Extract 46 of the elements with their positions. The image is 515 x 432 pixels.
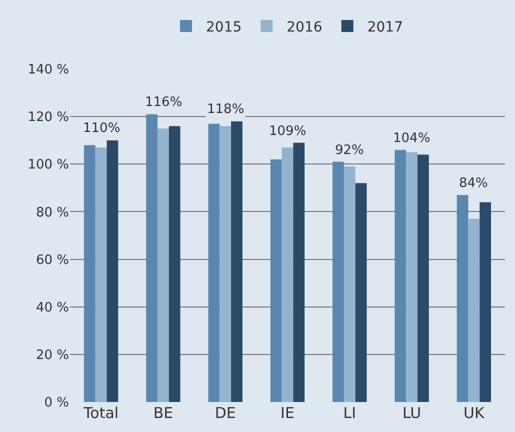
x-tick-label: BE — [153, 404, 174, 422]
y-tick-label: 140 % — [28, 62, 69, 78]
bar — [168, 126, 180, 402]
y-tick-label: 40 % — [36, 300, 69, 316]
y-tick-label: 0 % — [44, 396, 69, 411]
legend-label: 2015 — [206, 19, 242, 36]
bar — [220, 126, 232, 402]
x-tick-label: IE — [280, 404, 294, 422]
legend-label: 2017 — [367, 19, 404, 36]
data-label: 84% — [459, 176, 488, 191]
legend-label: 2016 — [286, 19, 322, 36]
bar — [95, 147, 107, 402]
data-label: 116% — [145, 95, 182, 110]
x-tick-label: UK — [464, 404, 486, 422]
y-tick-label: 80 % — [36, 205, 69, 220]
bar — [417, 154, 429, 402]
data-label: 92% — [335, 143, 364, 158]
bar — [406, 152, 418, 402]
data-label: 118% — [207, 102, 244, 117]
x-tick-label: LI — [343, 404, 356, 422]
bar — [355, 183, 367, 402]
bar — [344, 166, 356, 402]
y-tick-label: 60 % — [36, 252, 69, 268]
data-label: 109% — [269, 124, 306, 139]
bar — [480, 202, 492, 402]
data-label: 110% — [83, 121, 120, 136]
bar — [293, 142, 305, 402]
y-tick-label: 100 % — [28, 158, 69, 173]
x-tick-label: LU — [402, 404, 422, 422]
bar — [146, 114, 158, 402]
bar — [282, 147, 294, 402]
bar — [468, 218, 480, 402]
y-tick-label: 120 % — [28, 110, 69, 126]
bar — [208, 124, 220, 402]
bar — [270, 159, 282, 402]
bar — [158, 128, 169, 402]
data-label: 104% — [393, 131, 430, 146]
bar — [106, 140, 118, 402]
x-tick-label: DE — [214, 404, 236, 422]
bar — [231, 121, 242, 402]
y-tick-label: 20 % — [36, 348, 69, 363]
bar — [332, 162, 344, 402]
bar — [84, 145, 96, 402]
bar — [456, 195, 468, 402]
bar — [394, 150, 406, 402]
x-tick-label: Total — [82, 404, 119, 422]
